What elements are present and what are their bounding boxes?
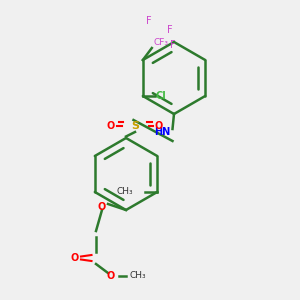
Text: CF₃: CF₃ (153, 38, 168, 46)
Text: F: F (170, 40, 176, 50)
Text: CH₃: CH₃ (129, 272, 146, 280)
Text: O: O (155, 121, 163, 131)
Text: O: O (98, 202, 106, 212)
Text: O: O (71, 253, 79, 263)
Text: O: O (107, 271, 115, 281)
Text: S: S (131, 121, 139, 131)
Text: HN: HN (154, 127, 170, 137)
Text: F: F (167, 25, 172, 35)
Text: F: F (146, 16, 152, 26)
Text: CH₃: CH₃ (117, 188, 133, 196)
Text: O: O (107, 121, 115, 131)
Text: Cl: Cl (155, 91, 166, 101)
